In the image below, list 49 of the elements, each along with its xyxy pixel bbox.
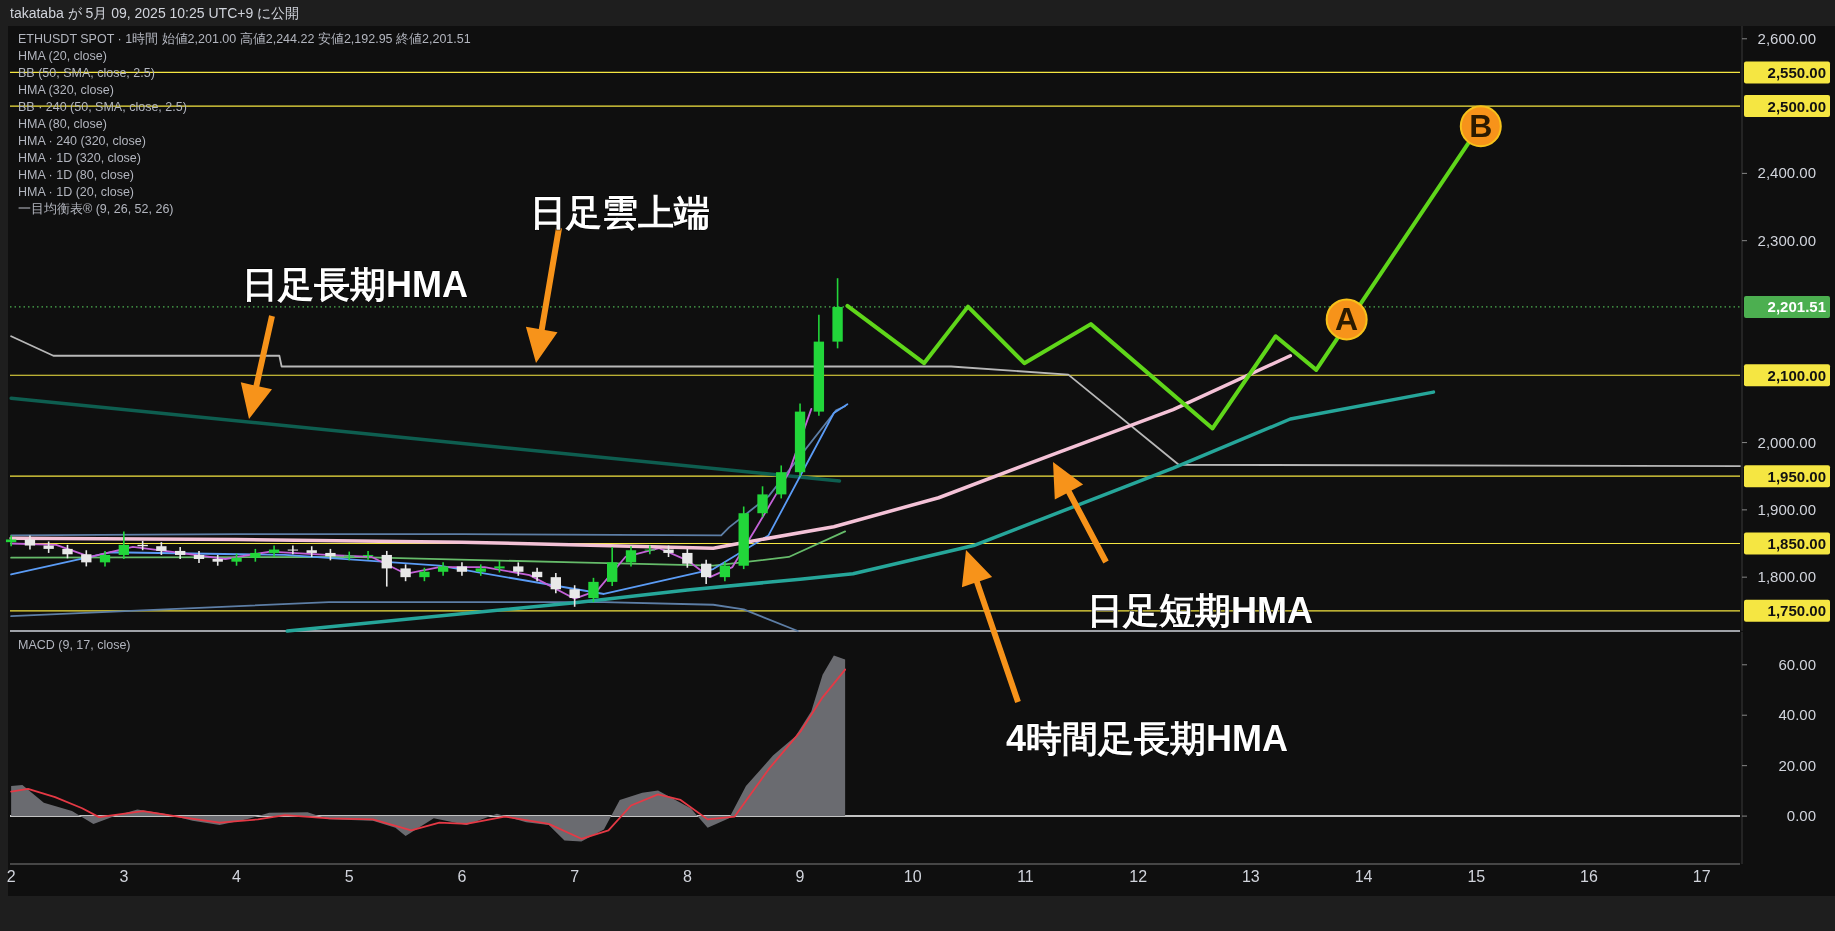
x-tick-label: 16 [1580,868,1598,885]
annotation: HMA · 1D (80, close) [18,168,135,182]
x-tick-label: 17 [1692,868,1711,885]
x-tick-label: 4 [232,868,242,885]
x-tick-label: 13 [1241,868,1260,885]
text: ETHUSDT SPOT · 1時間 始値2,201.00 高値2,244.22 安値2,192.95 終値2,201.51 [18,31,471,46]
ref-line-label: 2,201.51 [1767,298,1826,316]
y-tick-label: 2,400.00 [1757,164,1816,182]
annotation: 日足雲上端 [530,192,710,233]
annotation: 4時間足長期HMA [1005,718,1289,759]
annotation: HMA (320, close) [18,83,114,97]
annotation: HMA · 240 (320, close) [18,134,146,148]
annotation: HMA (20, close) [18,49,107,63]
y-tick-label: 1,800.00 [1757,568,1816,586]
y-tick-label: 1,900.00 [1757,500,1816,518]
x-tick-label: 8 [682,868,692,885]
y-tick-label: 0.00 [1786,807,1816,825]
ref-line-label: 2,100.00 [1767,366,1826,384]
x-tick-label: 14 [1354,868,1373,885]
x-tick-label: 3 [119,868,129,885]
annotation: 日足長期HMA [242,264,468,305]
ref-line-label: 1,750.00 [1767,602,1826,620]
x-tick-label: 2 [6,868,16,885]
ref-line-label: 1,950.00 [1767,467,1826,485]
ref-line-label: 2,500.00 [1767,97,1826,115]
x-tick-label: 5 [344,868,354,885]
x-tick-label: 10 [903,868,922,885]
annotation: HMA (80, close) [18,117,107,131]
chart-subtitle: takataba が 5月 09, 2025 10:25 UTC+9 に公開 [10,5,300,21]
x-tick-label: 7 [570,868,580,885]
y-tick-label: 60.00 [1778,655,1816,673]
x-tick-label: 6 [457,868,467,885]
x-tick-label: 11 [1017,868,1034,885]
y-tick-label: 2,300.00 [1757,231,1816,249]
annotation: HMA · 1D (20, close) [18,185,135,199]
ref-line-label: 1,850.00 [1767,535,1826,553]
x-tick-label: 9 [795,868,805,885]
annotation: 一目均衡表® (9, 26, 52, 26) [18,202,174,216]
x-tick-label: 15 [1467,868,1486,885]
x-tick-label: 12 [1129,868,1148,885]
y-tick-label: 20.00 [1778,756,1816,774]
annotation: A [1335,301,1359,338]
y-tick-label: 40.00 [1778,706,1816,724]
ref-line-label: 2,550.00 [1767,63,1826,81]
text: MACD (9, 17, close) [18,638,131,652]
y-tick-label: 2,600.00 [1757,29,1816,47]
annotation: B [1469,108,1493,145]
y-tick-label: 2,000.00 [1757,433,1816,451]
annotation: HMA · 1D (320, close) [18,151,141,165]
